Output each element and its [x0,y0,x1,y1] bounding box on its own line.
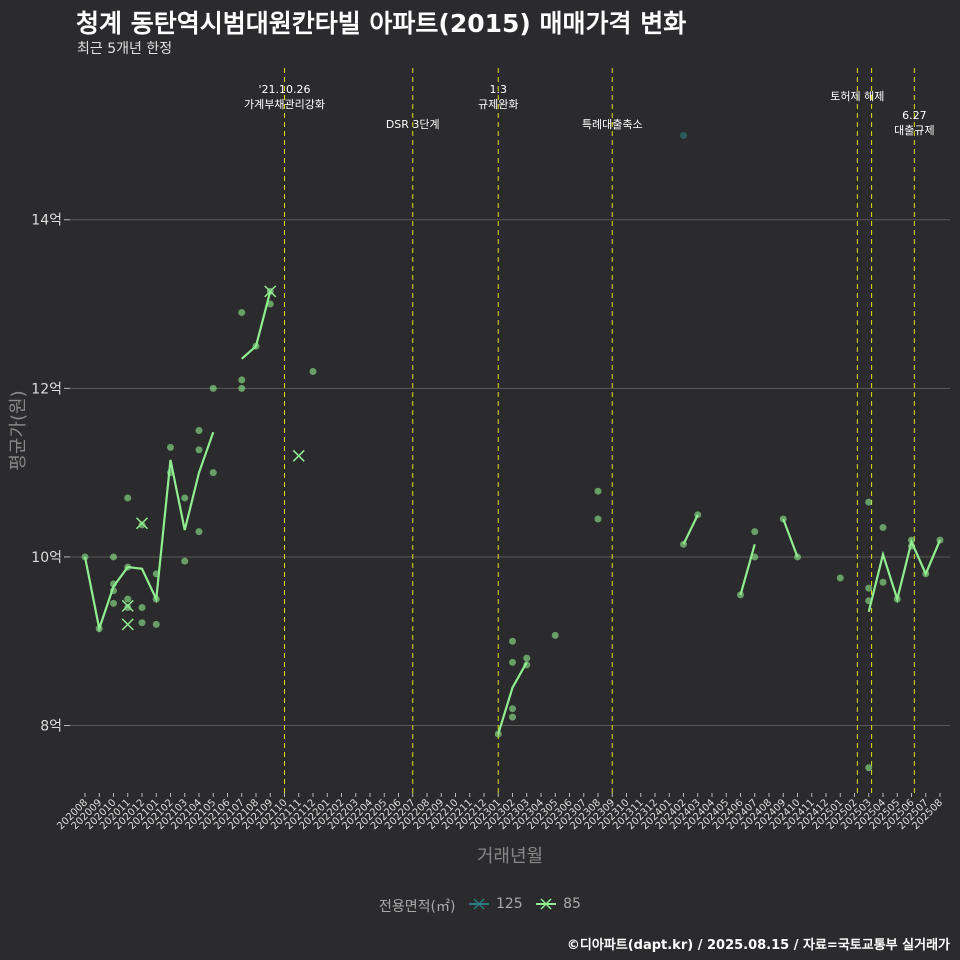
point-85 [124,604,132,612]
legend: 전용면적(㎡) 125 85 [0,896,960,916]
event-label: DSR 3단계 [386,118,440,131]
event-label: 대출규제 [894,124,934,137]
y-tick-label: 10억 [31,550,62,566]
point-125 [680,131,687,139]
event-label: 특례대출축소 [582,118,643,131]
point-85 [836,574,844,582]
event-label: '21.10.26 [258,83,310,96]
line-85 [241,291,272,360]
cross-marker-85 [121,618,134,631]
cross-stroke [264,285,277,298]
line-85 [782,518,799,558]
x-axis-title: 거래년월 [477,846,543,867]
point-85 [152,620,160,628]
point-85 [865,764,873,772]
point-85 [751,553,759,561]
point-85 [138,521,146,529]
cross-stroke [292,449,305,462]
point-85 [594,515,602,523]
y-tick-label: 8억 [40,719,62,735]
legend-label-85: 85 [563,896,581,912]
chart-title: 청계 동탄역시범대원칸타빌 아파트(2015) 매매가격 변화 [76,9,687,38]
point-85 [551,631,559,639]
point-85 [509,658,516,666]
point-85 [138,604,146,612]
point-85 [865,584,873,592]
event-label: 토허제 해제 [830,89,884,103]
legend-title: 전용면적(㎡) [379,899,456,915]
y-tick-label: 12억 [31,381,62,397]
legend-label-125: 125 [495,896,523,912]
chart-subtitle: 최근 5개년 한정 [77,41,173,57]
point-85 [124,595,132,603]
point-85 [124,494,132,502]
point-85 [523,654,531,662]
legend-item-85: 85 [535,896,581,912]
point-85 [238,384,246,392]
event-label: 6.27 [902,109,927,122]
event-label: 가계부채관리강화 [244,98,325,111]
cross-stroke [121,618,134,631]
point-85 [509,713,516,721]
line-85 [739,544,756,596]
line-85 [83,431,215,633]
cross-marker-85 [135,517,149,530]
point-85 [309,367,317,375]
y-axis-title: 평균가(원) [8,390,29,470]
point-85 [209,469,217,477]
cross-marker-85 [292,449,305,462]
point-85 [195,446,203,454]
point-85 [181,557,189,565]
line-85 [682,514,699,545]
point-85 [509,637,516,645]
point-85 [509,705,516,713]
point-85 [195,427,203,434]
point-85 [138,619,146,627]
point-85 [594,487,602,495]
point-85 [238,308,246,316]
source-caption: ©디아파트(dapt.kr) / 2025.08.15 / 자료=국토교통부 실… [566,938,950,953]
point-85 [195,528,203,536]
point-85 [879,523,887,531]
legend-key-85 [536,898,557,910]
y-tick-label: 14억 [31,213,62,229]
point-85 [751,528,759,536]
point-85 [167,443,174,451]
cross-marker-85 [121,599,134,612]
point-85 [181,494,189,502]
event-label: 1.3 [490,83,508,96]
point-85 [110,599,117,607]
cross-marker-85 [264,285,277,298]
point-85 [209,384,217,392]
cross-stroke [121,599,134,612]
legend-key-125 [468,898,489,910]
point-85 [879,578,887,586]
line-85 [867,538,942,613]
point-85 [238,376,246,384]
point-85 [865,498,873,506]
event-label: 규제완화 [478,98,518,111]
legend-item-125: 125 [468,896,523,912]
line-85 [497,661,528,735]
point-85 [110,553,117,561]
cross-stroke [135,517,149,530]
